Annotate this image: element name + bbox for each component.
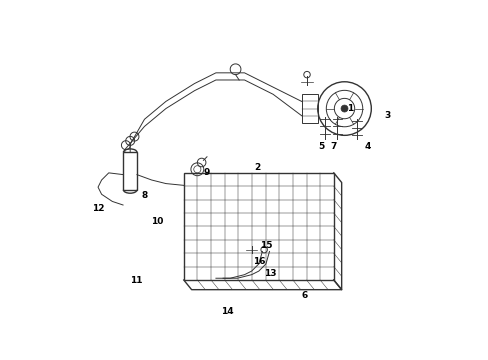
Text: 5: 5 xyxy=(318,142,324,151)
Text: 2: 2 xyxy=(253,163,260,172)
Circle shape xyxy=(340,105,347,112)
Text: 16: 16 xyxy=(253,257,265,266)
Text: 14: 14 xyxy=(221,307,234,316)
Text: 9: 9 xyxy=(203,168,209,177)
Text: 1: 1 xyxy=(346,104,352,113)
Text: 15: 15 xyxy=(260,241,272,250)
Text: 6: 6 xyxy=(301,291,306,300)
Text: 11: 11 xyxy=(130,276,142,285)
Text: 12: 12 xyxy=(92,204,105,213)
Bar xyxy=(123,152,137,190)
Text: 4: 4 xyxy=(364,141,370,150)
Text: 8: 8 xyxy=(141,190,147,199)
Text: 7: 7 xyxy=(330,142,336,151)
Text: 10: 10 xyxy=(150,217,163,226)
Text: 13: 13 xyxy=(264,269,276,278)
Text: 3: 3 xyxy=(384,111,390,120)
